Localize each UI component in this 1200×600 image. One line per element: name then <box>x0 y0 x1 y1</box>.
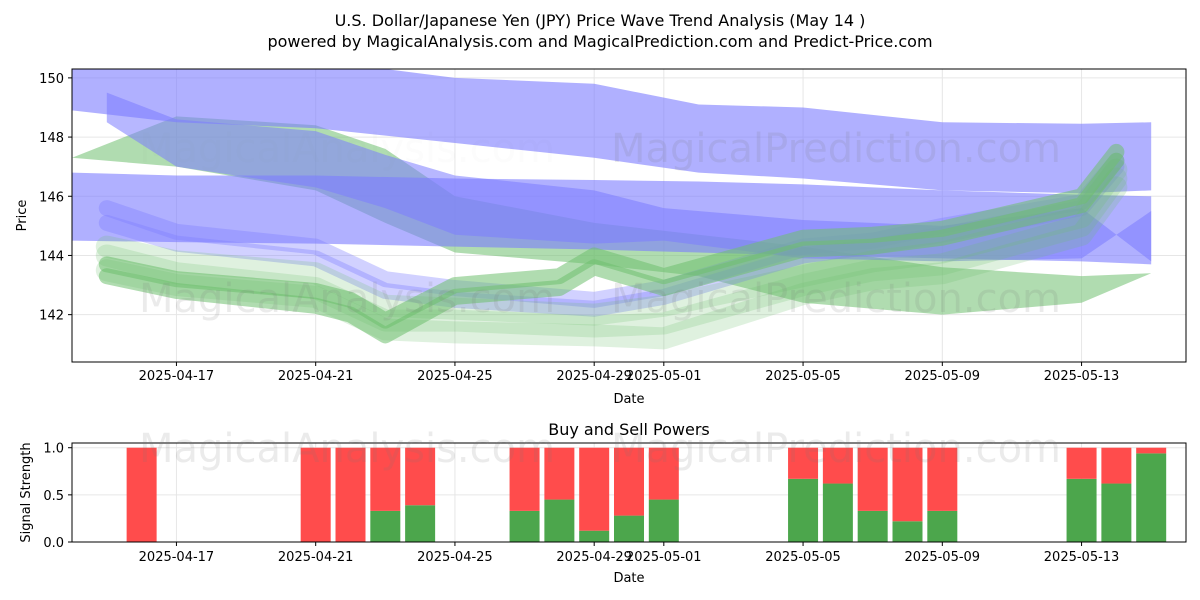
top-x-tick-label: 2025-05-05 <box>765 369 841 384</box>
green-wave-4 <box>95 176 1128 350</box>
figure-title: U.S. Dollar/Japanese Yen (JPY) Price Wav… <box>335 11 866 30</box>
buy-bar <box>544 499 575 542</box>
buy-bar <box>648 499 679 542</box>
bottom-x-tick-label: 2025-04-17 <box>139 550 215 565</box>
top-x-tick-label: 2025-05-01 <box>626 369 702 384</box>
sell-bar <box>648 447 679 500</box>
bottom-axes-frame <box>71 442 1187 543</box>
green-wave-1 <box>98 143 1125 329</box>
buy-bar <box>509 510 540 542</box>
sell-bar <box>822 447 853 484</box>
buy-bar <box>1136 453 1167 542</box>
sell-bar <box>370 447 401 511</box>
bottom-x-tick-label: 2025-04-29 <box>556 550 632 565</box>
sell-bar <box>405 447 436 506</box>
sell-bar <box>300 447 331 542</box>
top-y-tick-label: 146 <box>39 190 64 205</box>
blue-band-2 <box>106 92 1152 262</box>
buy-bar <box>1066 478 1097 542</box>
buy-bar <box>927 510 958 542</box>
bottom-x-tick-label: 2025-04-25 <box>417 550 493 565</box>
buy-bar <box>1101 483 1132 542</box>
bottom-chart-title: Buy and Sell Powers <box>548 420 710 439</box>
top-y-tick-label: 142 <box>39 309 64 324</box>
buy-bar <box>614 515 644 542</box>
sell-bar <box>1101 447 1132 484</box>
sell-bar <box>544 447 575 500</box>
sell-bar <box>1066 447 1097 479</box>
watermark-top-right: MagicalPrediction.com <box>611 126 1061 172</box>
sell-bar <box>1136 447 1167 454</box>
price-chart: 2025-04-17 2025-04-21 2025-04-25 2025-04-29… <box>15 68 1187 407</box>
blue-band-0 <box>72 69 1152 194</box>
top-x-tick-label: 2025-04-29 <box>556 369 632 384</box>
top-y-tick-label: 144 <box>39 249 64 264</box>
watermark-bottom-right: MagicalPrediction.com <box>611 426 1061 472</box>
bottom-x-axis-label: Date <box>613 571 644 586</box>
bottom-y-axis-label: Signal Strength <box>19 442 34 542</box>
sell-bar <box>579 447 610 531</box>
buy-bar <box>892 521 923 542</box>
buy-bar <box>370 510 401 542</box>
bottom-y-tick-label: 1.0 <box>43 442 64 457</box>
buy-bar <box>579 530 610 542</box>
sell-bar <box>857 447 888 511</box>
sell-bar <box>788 447 819 479</box>
figure-subtitle: powered by MagicalAnalysis.com and Magic… <box>267 32 932 51</box>
sell-bar <box>509 447 540 511</box>
top-axes-frame <box>71 68 1187 363</box>
top-y-axis-label: Price <box>15 200 30 232</box>
buy-bar <box>405 505 436 542</box>
top-x-tick-label: 2025-05-13 <box>1044 369 1120 384</box>
top-x-tick-label: 2025-04-25 <box>417 369 493 384</box>
watermark-bottom-left: MagicalAnalysis.com <box>139 426 555 472</box>
bottom-y-tick-label: 0.5 <box>43 489 64 504</box>
buy-bar <box>788 478 819 542</box>
buy-sell-chart: 2025-04-17 2025-04-21 2025-04-25 2025-04-29… <box>19 420 1187 586</box>
bottom-x-tick-label: 2025-05-01 <box>626 550 702 565</box>
watermark-mid-left: MagicalAnalysis.com <box>139 276 555 322</box>
sell-bar <box>927 447 958 511</box>
bottom-x-tick-label: 2025-05-13 <box>1044 550 1120 565</box>
green-wave-3 <box>95 167 1128 338</box>
top-x-tick-label: 2025-04-17 <box>139 369 215 384</box>
green-wave-0 <box>98 152 1125 344</box>
top-y-tick-label: 148 <box>39 131 64 146</box>
top-x-tick-label: 2025-05-09 <box>905 369 981 384</box>
bottom-y-tick-label: 0.0 <box>43 536 64 551</box>
buy-bar <box>822 483 853 542</box>
bottom-x-tick-label: 2025-05-05 <box>765 550 841 565</box>
buy-bar <box>857 510 888 542</box>
sell-bar <box>126 447 157 542</box>
sell-bar <box>335 447 366 542</box>
sell-bar <box>614 447 644 516</box>
top-y-tick-label: 150 <box>39 72 64 87</box>
top-x-axis-label: Date <box>613 392 644 407</box>
bottom-x-tick-label: 2025-05-09 <box>905 550 981 565</box>
watermark-mid-right: MagicalPrediction.com <box>611 276 1061 322</box>
watermark-top-left: MagicalAnalysis.com <box>139 126 555 172</box>
top-x-tick-label: 2025-04-21 <box>278 369 354 384</box>
green-wave-2 <box>95 158 1128 326</box>
sell-bar <box>892 447 923 522</box>
bottom-x-tick-label: 2025-04-21 <box>278 550 354 565</box>
